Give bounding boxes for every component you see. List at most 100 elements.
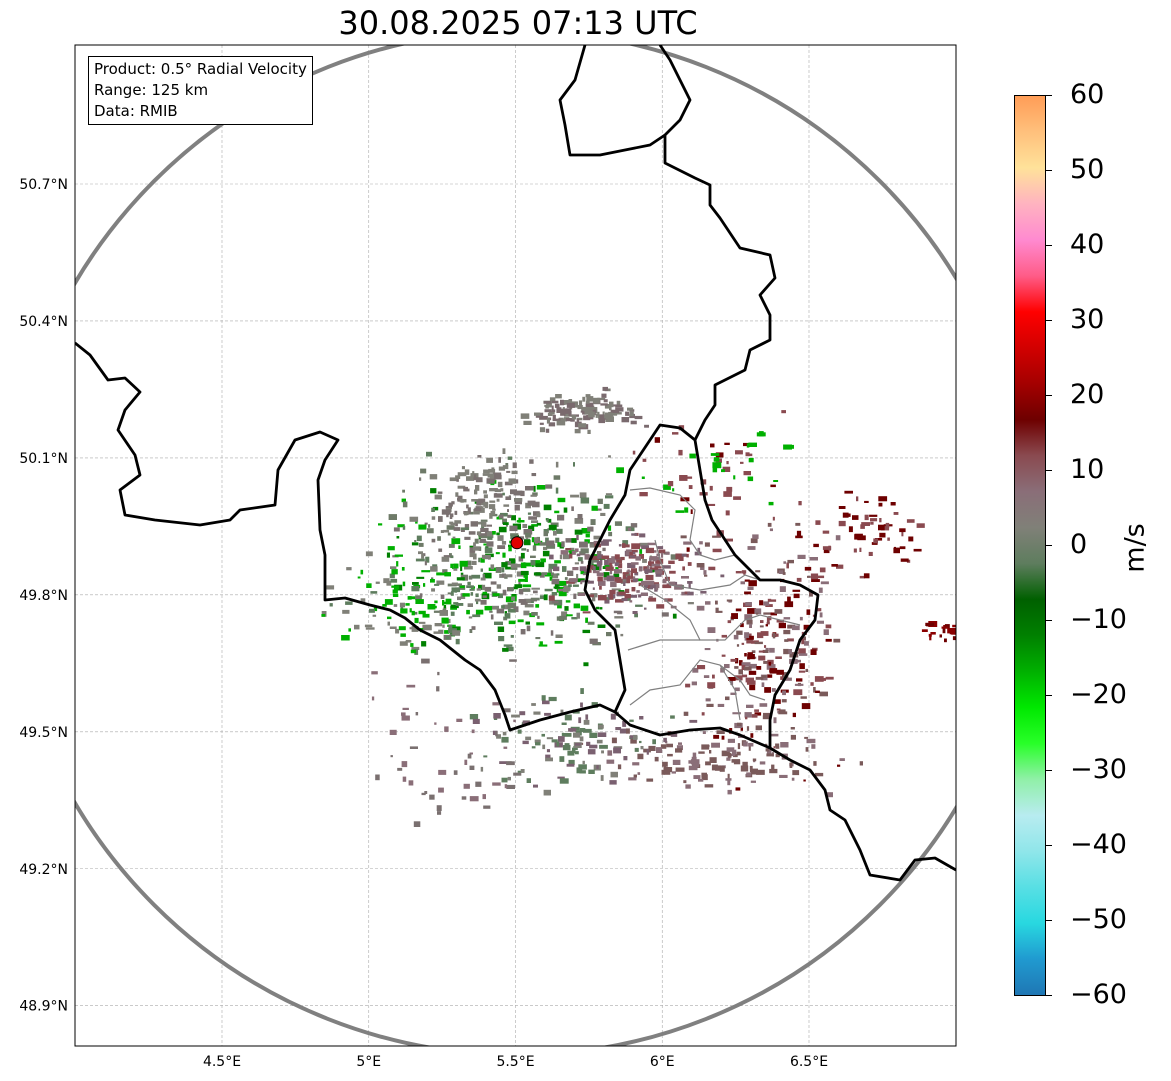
radar-echo xyxy=(637,753,644,760)
radar-echo xyxy=(463,486,468,489)
radar-echo xyxy=(772,632,776,639)
radar-echo xyxy=(585,533,590,538)
radar-echo xyxy=(573,732,581,738)
radar-echo xyxy=(750,768,758,775)
radar-echo xyxy=(545,537,549,543)
radar-echo xyxy=(442,601,447,605)
radar-echo xyxy=(597,595,607,601)
radar-echo xyxy=(467,560,472,566)
radar-echo xyxy=(434,623,443,627)
radar-echo xyxy=(660,552,664,558)
radar-echo xyxy=(748,580,757,587)
radar-echo xyxy=(480,577,486,581)
radar-echo xyxy=(705,698,711,702)
radar-echo xyxy=(595,413,598,418)
radar-echo xyxy=(815,608,822,612)
radar-echo xyxy=(859,761,863,766)
radar-echo xyxy=(478,584,483,590)
radar-echo xyxy=(483,501,489,507)
radar-echo xyxy=(497,593,503,599)
radar-echo xyxy=(455,583,462,586)
radar-echo xyxy=(551,573,559,579)
radar-echo xyxy=(491,531,496,535)
radar-echo xyxy=(585,402,594,407)
radar-echo xyxy=(838,506,846,509)
radar-echo xyxy=(683,476,693,479)
radar-echo xyxy=(721,654,726,657)
radar-echo xyxy=(495,567,502,573)
radar-echo xyxy=(537,615,540,619)
radar-echo xyxy=(645,574,654,581)
radar-echo xyxy=(551,409,556,413)
radar-echo xyxy=(768,501,774,506)
radar-echo xyxy=(565,600,571,603)
radar-echo xyxy=(391,585,400,588)
radar-echo xyxy=(466,504,469,509)
radar-echo xyxy=(712,462,722,469)
radar-echo xyxy=(540,558,546,563)
radar-echo xyxy=(582,760,585,765)
radar-echo xyxy=(592,587,595,590)
radar-echo xyxy=(758,655,766,661)
radar-echo xyxy=(450,604,459,609)
radar-echo xyxy=(629,555,635,558)
radar-echo xyxy=(610,581,617,588)
radar-echo xyxy=(767,598,772,602)
radar-echo xyxy=(453,770,458,775)
radar-echo xyxy=(451,501,455,505)
radar-echo xyxy=(618,563,623,569)
radar-echo xyxy=(622,572,629,575)
radar-echo xyxy=(715,600,718,605)
radar-echo xyxy=(812,647,818,651)
radar-echo xyxy=(454,510,458,515)
radar-echo xyxy=(502,708,511,713)
radar-echo xyxy=(461,466,465,470)
radar-echo xyxy=(479,534,488,539)
radar-echo xyxy=(512,462,517,469)
radar-echo xyxy=(666,743,673,748)
radar-echo xyxy=(401,567,405,571)
radar-echo xyxy=(636,590,640,593)
radar-echo xyxy=(492,508,496,511)
radar-echo xyxy=(597,732,607,737)
radar-echo xyxy=(655,585,659,591)
radar-echo xyxy=(639,716,644,720)
radar-echo xyxy=(944,624,950,629)
radar-echo xyxy=(539,641,543,647)
radar-echo xyxy=(732,712,741,715)
radar-echo xyxy=(498,514,504,519)
radar-echo xyxy=(822,530,830,534)
radar-echo xyxy=(375,581,380,584)
radar-echo xyxy=(900,558,909,562)
radar-echo xyxy=(604,412,613,419)
radar-echo xyxy=(737,722,742,726)
radar-echo xyxy=(530,597,540,601)
radar-echo xyxy=(766,664,776,670)
radar-echo xyxy=(885,522,890,528)
radar-echo xyxy=(724,442,730,445)
radar-echo xyxy=(514,498,523,502)
radar-echo xyxy=(508,545,512,552)
radar-echo xyxy=(496,584,502,589)
radar-echo xyxy=(483,755,488,758)
radar-echo xyxy=(610,771,618,778)
radar-echo xyxy=(546,544,556,549)
radar-echo xyxy=(532,560,541,564)
radar-echo xyxy=(535,561,545,568)
radar-echo xyxy=(561,541,565,548)
radar-echo xyxy=(393,604,398,607)
radar-echo xyxy=(492,702,500,706)
radar-echo xyxy=(678,449,683,456)
radar-echo xyxy=(539,595,545,600)
radar-echo xyxy=(502,492,505,496)
radar-echo xyxy=(766,617,770,623)
radar-echo xyxy=(523,572,528,578)
radar-echo xyxy=(822,546,832,550)
radar-echo xyxy=(687,581,693,584)
radar-echo xyxy=(799,663,805,670)
colorbar-tick xyxy=(1046,395,1052,396)
radar-echo xyxy=(552,414,556,420)
radar-echo xyxy=(375,774,380,781)
radar-echo xyxy=(549,576,553,581)
radar-echo xyxy=(800,696,807,699)
